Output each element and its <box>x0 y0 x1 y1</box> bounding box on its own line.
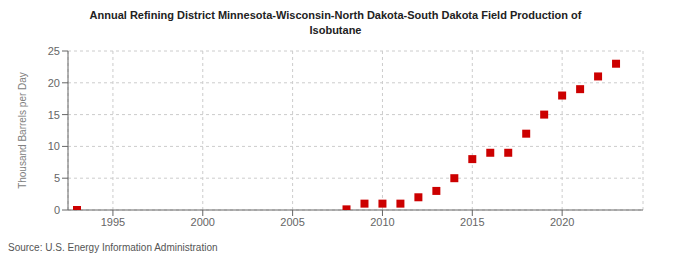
svg-text:2010: 2010 <box>370 216 394 228</box>
html-text:Annual Refining District Minne: Annual Refining District Minnesota-Wisco… <box>89 9 582 21</box>
html-text:Isobutane: Isobutane <box>309 24 362 37</box>
svg-text:Thousand Barrels per Day: Thousand Barrels per Day <box>17 72 28 189</box>
svg-text:2000: 2000 <box>191 216 215 228</box>
svg-text:5: 5 <box>54 172 60 184</box>
svg-text:2005: 2005 <box>280 216 304 228</box>
svg-text:2020: 2020 <box>550 216 574 228</box>
svg-text:10: 10 <box>48 140 60 152</box>
svg-text:20: 20 <box>48 76 60 88</box>
svg-text:1995: 1995 <box>101 216 125 228</box>
svg-text:25: 25 <box>48 45 60 57</box>
svg-text:0: 0 <box>54 204 60 216</box>
svg-text:2015: 2015 <box>460 216 484 228</box>
html-text:Source: U.S. Energy Informatio: Source: U.S. Energy Information Administ… <box>8 241 218 253</box>
svg-text:15: 15 <box>48 108 60 120</box>
